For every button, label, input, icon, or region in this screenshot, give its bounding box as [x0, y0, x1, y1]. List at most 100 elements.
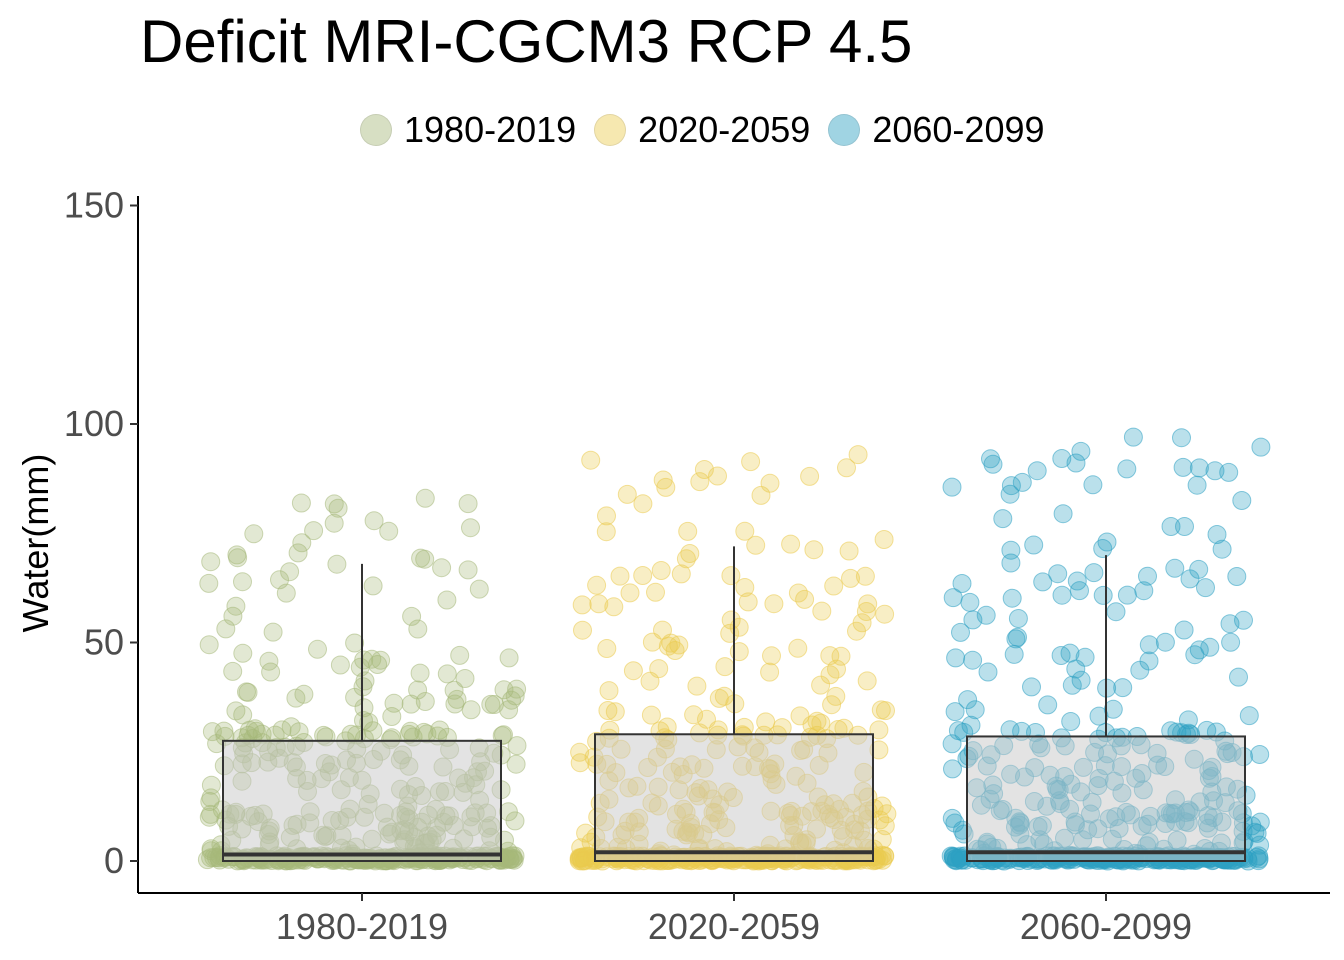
data-point	[430, 720, 450, 740]
data-point	[1139, 635, 1159, 655]
data-point	[410, 663, 430, 683]
data-point	[364, 511, 384, 531]
data-point	[437, 590, 457, 610]
data-point	[876, 701, 895, 721]
data-point	[680, 544, 700, 563]
legend-key-2020-2059	[594, 114, 627, 146]
data-point	[604, 597, 624, 617]
data-point	[469, 579, 489, 599]
y-tick-label: 50	[84, 622, 124, 663]
data-point	[292, 533, 312, 553]
box	[966, 735, 1246, 863]
data-point	[494, 680, 514, 700]
data-point	[790, 706, 810, 726]
data-point	[1033, 572, 1053, 592]
boxes-layer	[222, 546, 1246, 863]
data-point	[633, 494, 653, 514]
data-point	[1027, 461, 1047, 481]
data-point	[384, 693, 404, 713]
data-point	[505, 811, 525, 831]
data-point	[499, 700, 519, 720]
data-point	[807, 711, 827, 731]
data-point	[1251, 437, 1271, 457]
data-point	[280, 562, 300, 582]
data-point	[981, 449, 1000, 469]
data-point	[1227, 567, 1247, 586]
data-point	[504, 850, 524, 870]
data-point	[848, 445, 868, 465]
data-point	[1052, 585, 1072, 605]
data-point	[199, 573, 219, 593]
data-point	[324, 513, 344, 533]
legend-item-1980-2019: 1980-2019	[360, 109, 576, 151]
data-point	[597, 506, 616, 526]
data-point	[1106, 602, 1126, 622]
data-point	[270, 570, 289, 590]
data-point	[942, 808, 962, 828]
data-point	[741, 452, 761, 472]
data-point	[708, 466, 727, 486]
data-point	[1024, 535, 1044, 555]
data-point	[943, 759, 962, 779]
data-point	[633, 566, 653, 585]
data-point	[875, 816, 895, 836]
data-point	[856, 602, 876, 621]
data-point	[238, 682, 258, 702]
data-point	[244, 524, 264, 544]
data-point	[415, 488, 435, 508]
data-point	[201, 804, 221, 824]
data-point	[1165, 558, 1185, 578]
data-point	[746, 535, 766, 555]
data-point	[201, 552, 221, 572]
data-point	[572, 595, 592, 615]
data-point	[599, 681, 619, 701]
data-point	[401, 694, 421, 714]
data-point	[788, 583, 808, 603]
data-point	[1012, 472, 1032, 492]
data-point	[1221, 632, 1241, 652]
data-point	[411, 548, 431, 568]
data-point	[669, 635, 689, 655]
data-point	[678, 521, 698, 541]
data-point	[993, 509, 1013, 529]
data-point	[1196, 578, 1215, 598]
data-point	[294, 684, 314, 704]
box	[222, 739, 502, 863]
data-point	[408, 680, 428, 700]
data-point	[729, 617, 749, 637]
data-point	[855, 566, 875, 586]
data-point	[958, 690, 978, 710]
data-point	[233, 705, 253, 725]
data-point	[963, 650, 983, 670]
data-point	[653, 620, 672, 640]
data-point	[764, 594, 784, 614]
data-point	[651, 561, 671, 580]
data-point	[1002, 588, 1022, 608]
data-point	[458, 494, 478, 514]
data-point	[1071, 441, 1091, 461]
data-point	[858, 594, 878, 614]
data-point	[263, 622, 283, 642]
y-tick-label: 100	[64, 403, 124, 444]
data-point	[605, 702, 625, 722]
data-point	[1173, 457, 1193, 477]
data-point	[760, 473, 780, 493]
data-point	[437, 664, 457, 684]
data-point	[951, 622, 970, 642]
data-point	[570, 742, 590, 762]
data-point	[1219, 462, 1239, 482]
data-point	[697, 709, 716, 729]
data-point	[507, 736, 527, 756]
data-point	[875, 604, 895, 624]
legend-key-2060-2099	[828, 114, 861, 146]
data-point	[676, 549, 696, 569]
data-point	[952, 574, 972, 593]
data-point	[1239, 706, 1259, 726]
data-point	[330, 655, 350, 675]
data-point	[1232, 491, 1252, 510]
data-point	[640, 671, 660, 691]
data-point	[852, 613, 872, 633]
y-tick-label: 150	[64, 185, 124, 226]
data-point	[201, 775, 221, 795]
data-point	[461, 700, 481, 720]
